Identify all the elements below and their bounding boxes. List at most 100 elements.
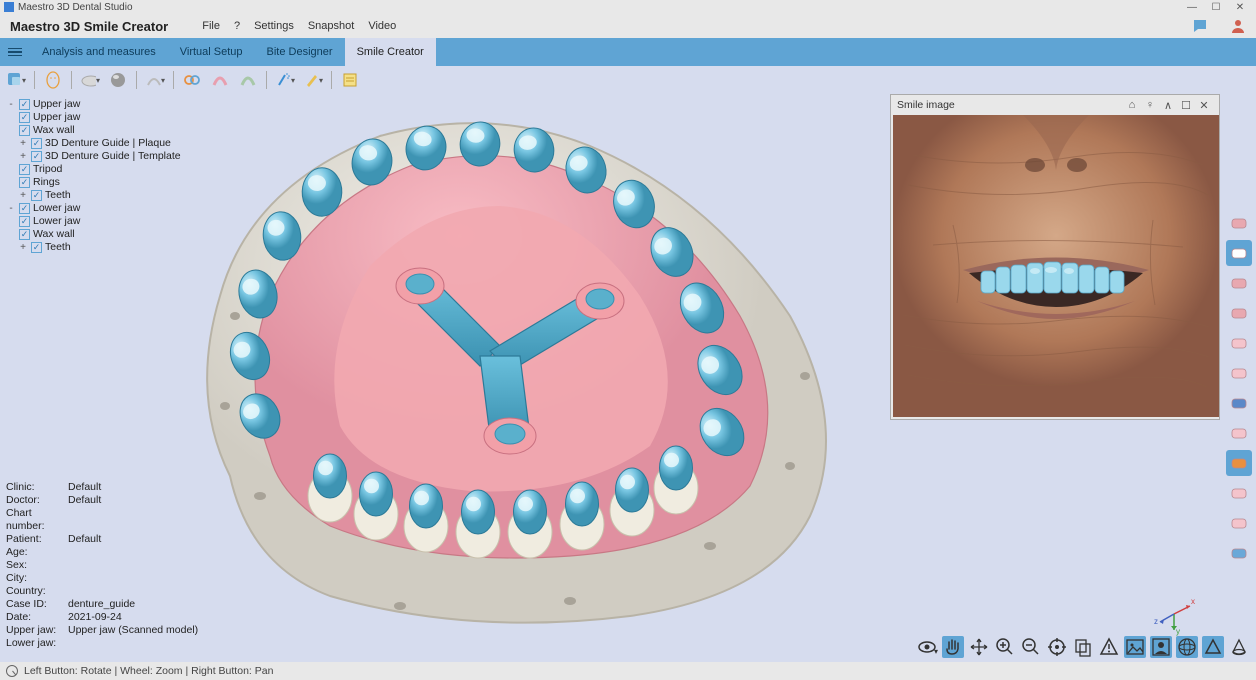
menu-snapshot[interactable]: Snapshot bbox=[308, 20, 354, 32]
window-title: Maestro 3D Dental Studio bbox=[18, 2, 133, 13]
hourglass-icon[interactable] bbox=[1226, 510, 1252, 536]
checkbox[interactable] bbox=[19, 125, 30, 136]
checkbox[interactable] bbox=[19, 164, 30, 175]
tab-bite-designer[interactable]: Bite Designer bbox=[255, 38, 345, 66]
teeth-grid-icon[interactable] bbox=[1226, 300, 1252, 326]
cone-icon[interactable] bbox=[1228, 636, 1250, 658]
hand-icon[interactable] bbox=[942, 636, 964, 658]
smile-panel-title: Smile image bbox=[897, 99, 955, 111]
move-icon[interactable] bbox=[968, 636, 990, 658]
person-icon[interactable] bbox=[1150, 636, 1172, 658]
maximize-button[interactable]: ☐ bbox=[1204, 2, 1228, 13]
viewport-3d[interactable] bbox=[150, 96, 870, 636]
checkbox[interactable] bbox=[19, 177, 30, 188]
copy-icon[interactable] bbox=[1072, 636, 1094, 658]
checkbox[interactable] bbox=[31, 138, 42, 149]
checkbox[interactable] bbox=[19, 99, 30, 110]
tree-label: Rings bbox=[33, 176, 60, 189]
info-label: Upper jaw: bbox=[6, 624, 68, 637]
checkbox[interactable] bbox=[19, 229, 30, 240]
info-value: Default bbox=[68, 494, 101, 507]
jaw-icon[interactable] bbox=[1226, 450, 1252, 476]
info-label: Age: bbox=[6, 546, 68, 559]
note-tool[interactable] bbox=[340, 70, 360, 90]
info-value: denture_guide bbox=[68, 598, 135, 611]
info-label: City: bbox=[6, 572, 68, 585]
checkbox[interactable] bbox=[19, 216, 30, 227]
zoom-out-icon[interactable] bbox=[1020, 636, 1042, 658]
expand-icon[interactable]: - bbox=[6, 98, 16, 111]
tree-label: Upper jaw bbox=[33, 98, 80, 111]
tree-label: Upper jaw bbox=[33, 111, 80, 124]
arc-tool[interactable]: ▾ bbox=[145, 70, 165, 90]
minimize-button[interactable]: — bbox=[1180, 2, 1204, 13]
info-row: Lower jaw: bbox=[6, 637, 198, 650]
heart-icon[interactable] bbox=[1226, 330, 1252, 356]
smile-image[interactable] bbox=[893, 115, 1219, 417]
info-label: Lower jaw: bbox=[6, 637, 68, 650]
pencil-tool[interactable]: ▾ bbox=[303, 70, 323, 90]
close-button[interactable]: ✕ bbox=[1228, 2, 1252, 13]
cloud-tool[interactable]: ▾ bbox=[80, 70, 100, 90]
zoom-in-icon[interactable] bbox=[994, 636, 1016, 658]
ball-tool[interactable] bbox=[108, 70, 128, 90]
tab-analysis[interactable]: Analysis and measures bbox=[30, 38, 168, 66]
menu-file[interactable]: File bbox=[202, 20, 220, 32]
magnet-icon[interactable] bbox=[1226, 390, 1252, 416]
jaw2-icon[interactable] bbox=[1226, 480, 1252, 506]
cloud-icon[interactable] bbox=[1226, 360, 1252, 386]
menu-video[interactable]: Video bbox=[368, 20, 396, 32]
teeth-slice-icon[interactable] bbox=[1226, 270, 1252, 296]
expand-icon[interactable]: + bbox=[18, 241, 28, 254]
tree-label: Wax wall bbox=[33, 124, 75, 137]
expand-icon[interactable]: + bbox=[18, 189, 28, 202]
svg-text:y: y bbox=[1176, 627, 1180, 636]
user-icon[interactable] bbox=[1230, 18, 1246, 34]
tri-icon[interactable] bbox=[1202, 636, 1224, 658]
expand-icon[interactable]: + bbox=[18, 150, 28, 163]
tree-label: Teeth bbox=[45, 241, 71, 254]
checkbox[interactable] bbox=[31, 151, 42, 162]
menu-settings[interactable]: Settings bbox=[254, 20, 294, 32]
svg-text:▾: ▾ bbox=[934, 647, 938, 656]
checkbox[interactable] bbox=[31, 190, 42, 201]
expand-icon[interactable]: - bbox=[6, 202, 16, 215]
target-icon[interactable] bbox=[1046, 636, 1068, 658]
panel-max-icon[interactable]: ☐ bbox=[1177, 99, 1195, 112]
arch2-tool[interactable] bbox=[238, 70, 258, 90]
right-tool-strip bbox=[1226, 210, 1252, 566]
warn-icon[interactable] bbox=[1098, 636, 1120, 658]
face-tool[interactable] bbox=[43, 70, 63, 90]
expand-icon[interactable]: + bbox=[18, 137, 28, 150]
hamburger-icon[interactable] bbox=[4, 38, 26, 66]
menu-help[interactable]: ? bbox=[234, 20, 240, 32]
spray-tool[interactable]: ▾ bbox=[275, 70, 295, 90]
panel-up-icon[interactable]: ∧ bbox=[1159, 99, 1177, 112]
image-icon[interactable] bbox=[1124, 636, 1146, 658]
checkbox[interactable] bbox=[19, 203, 30, 214]
arch1-tool[interactable] bbox=[210, 70, 230, 90]
tab-strip: Analysis and measures Virtual Setup Bite… bbox=[0, 38, 1256, 66]
grid4-icon[interactable] bbox=[1226, 540, 1252, 566]
panel-bulb-icon[interactable]: ♀ bbox=[1141, 99, 1159, 111]
eye-icon[interactable]: ▾ bbox=[916, 636, 938, 658]
tab-virtual-setup[interactable]: Virtual Setup bbox=[168, 38, 255, 66]
link-tool[interactable] bbox=[182, 70, 202, 90]
panel-dim-icon[interactable]: ⌂ bbox=[1123, 99, 1141, 111]
tab-smile-creator[interactable]: Smile Creator bbox=[345, 38, 436, 66]
checkbox[interactable] bbox=[19, 112, 30, 123]
info-label: Clinic: bbox=[6, 481, 68, 494]
drop-icon[interactable] bbox=[1226, 420, 1252, 446]
info-label: Date: bbox=[6, 611, 68, 624]
select-tool[interactable]: ▾ bbox=[6, 70, 26, 90]
checkbox[interactable] bbox=[31, 242, 42, 253]
status-bar: Left Button: Rotate | Wheel: Zoom | Righ… bbox=[0, 662, 1256, 680]
axis-gizmo[interactable]: x y z bbox=[1152, 592, 1196, 636]
chat-icon[interactable] bbox=[1192, 18, 1208, 34]
smile-panel-header[interactable]: Smile image ⌂ ♀ ∧ ☐ ✕ bbox=[891, 95, 1219, 115]
panel-close-icon[interactable]: ✕ bbox=[1195, 99, 1213, 112]
teeth-row2-icon[interactable] bbox=[1226, 240, 1252, 266]
globe-icon[interactable] bbox=[1176, 636, 1198, 658]
info-value: 2021-09-24 bbox=[68, 611, 122, 624]
teeth-row-icon[interactable] bbox=[1226, 210, 1252, 236]
